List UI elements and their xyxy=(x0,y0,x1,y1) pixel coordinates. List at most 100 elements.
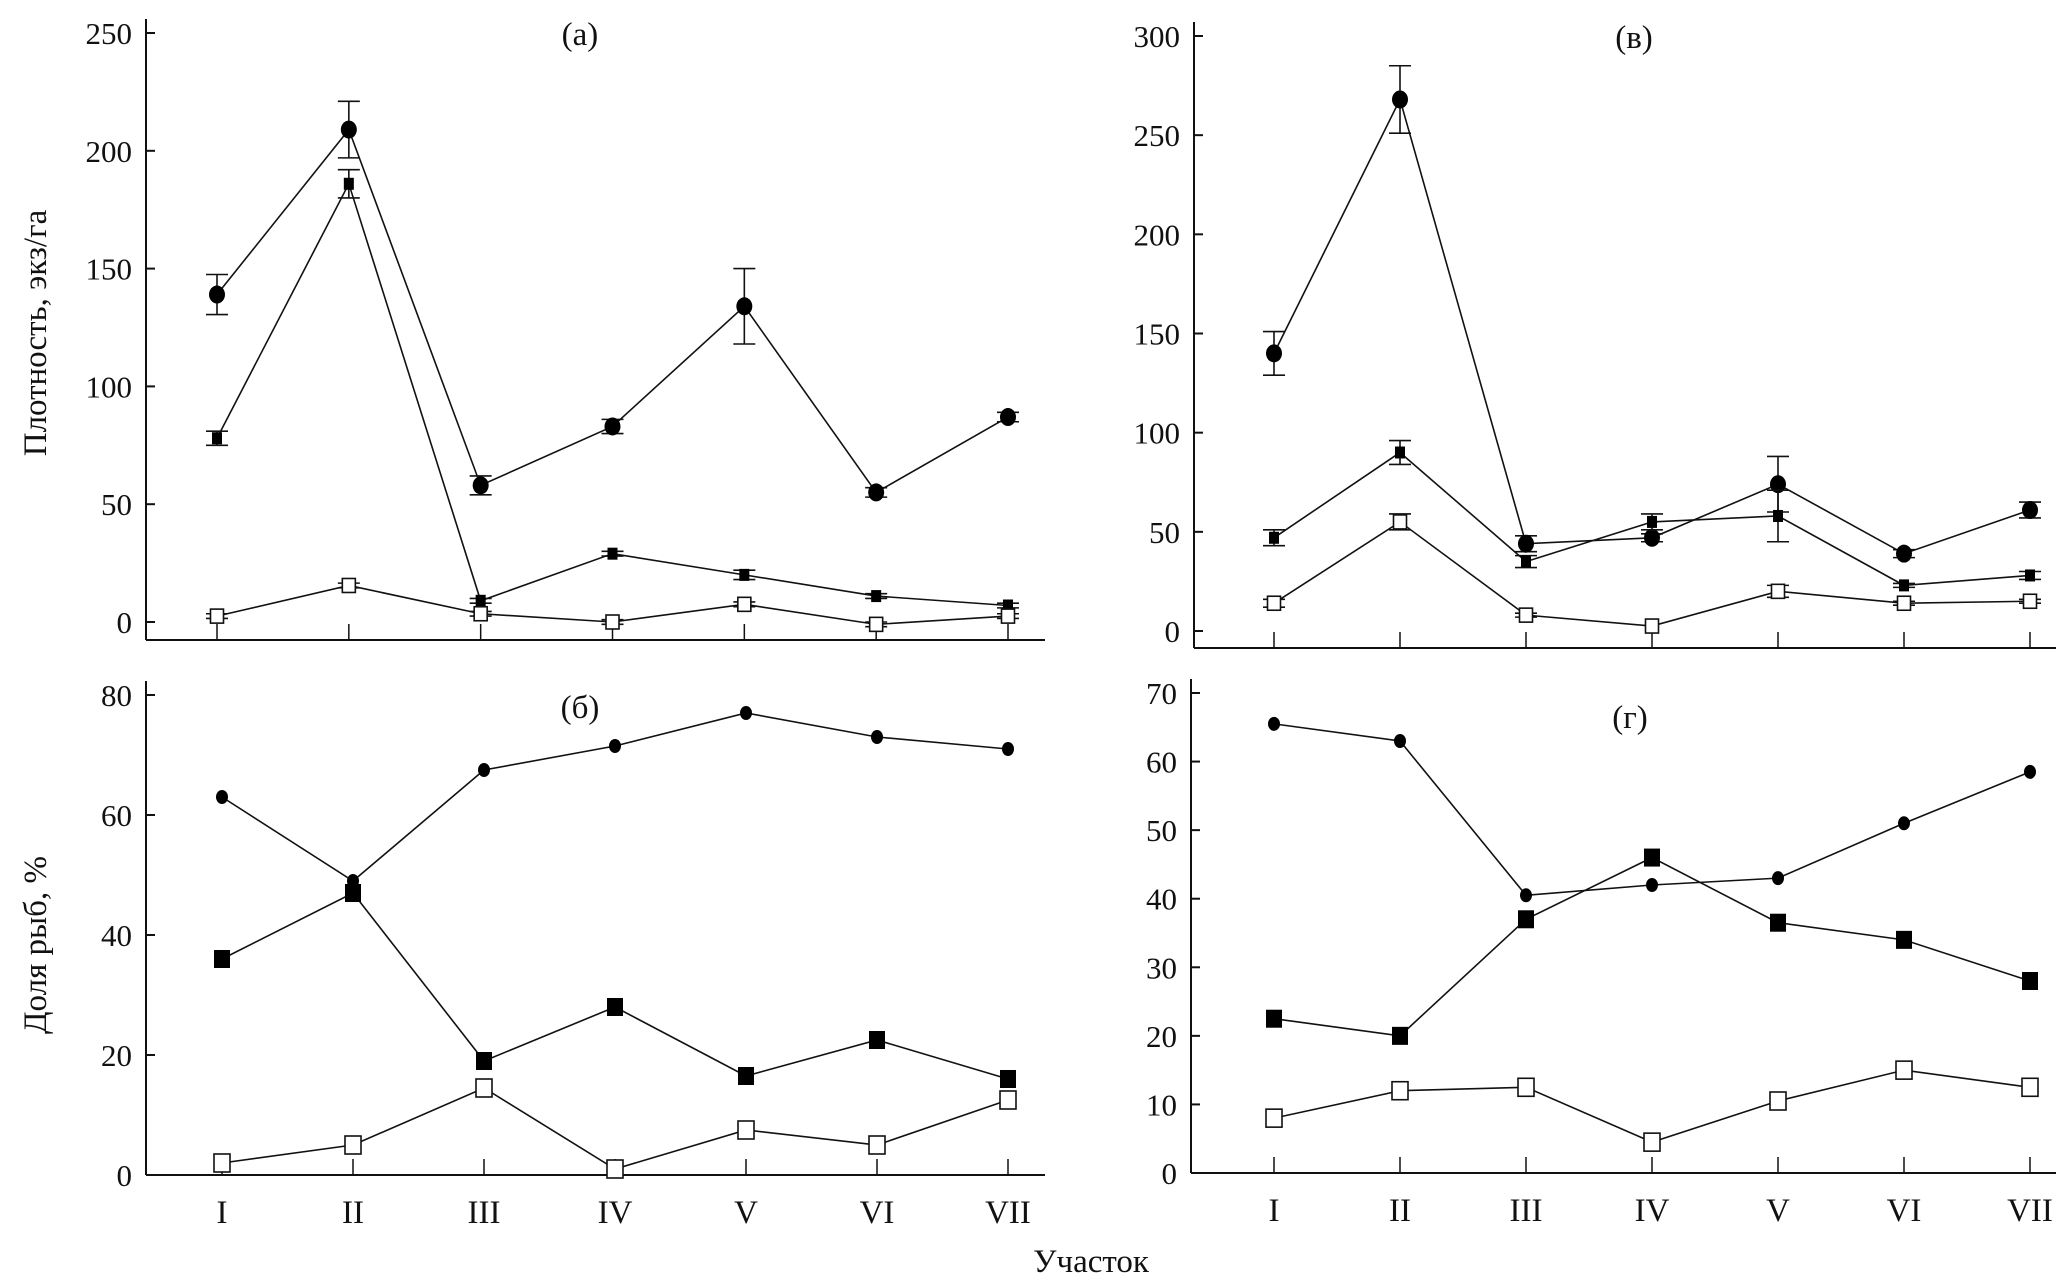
series-line-filled-circle xyxy=(216,127,1009,494)
y-tick-label: 100 xyxy=(86,369,133,404)
data-point-open-square xyxy=(2021,1077,2039,1098)
y-tick-label: 50 xyxy=(1146,813,1177,848)
y-tick-label: 80 xyxy=(101,678,132,713)
y-tick-label: 40 xyxy=(101,918,132,953)
data-point-filled-circle xyxy=(216,790,228,804)
data-point-filled-circle xyxy=(1000,408,1016,427)
y-tick-label: 150 xyxy=(1134,317,1181,352)
data-point-filled-circle xyxy=(1268,716,1280,731)
data-point-open-square xyxy=(1770,583,1786,600)
panel-v: 0 50 100 150 200 250 300 (в) xyxy=(1134,19,2056,649)
data-point-open-square xyxy=(1000,608,1016,624)
data-point-small-filled-square xyxy=(475,594,486,607)
data-point-small-filled-square xyxy=(343,177,354,190)
data-point-open-square xyxy=(341,577,357,594)
x-tick-label: III xyxy=(468,1195,501,1231)
data-point-small-filled-square xyxy=(1395,446,1405,459)
data-point-filled-square xyxy=(1896,930,1912,949)
data-point-open-square xyxy=(209,608,225,624)
data-point-open-square xyxy=(344,1135,362,1155)
data-point-small-filled-square xyxy=(1773,509,1783,522)
data-point-filled-circle xyxy=(871,730,883,744)
y-tick-label: 250 xyxy=(1134,118,1181,153)
data-point-open-square xyxy=(737,1120,755,1140)
data-point-filled-circle xyxy=(1772,871,1784,886)
data-point-filled-circle xyxy=(2022,501,2038,520)
y-tick-label: 30 xyxy=(1146,950,1177,985)
x-tick-label: V xyxy=(1766,1193,1790,1229)
x-tick-label: V xyxy=(734,1195,758,1231)
data-point-filled-square xyxy=(345,884,361,902)
data-point-open-square xyxy=(1266,595,1282,612)
series-line-open-square xyxy=(1273,1069,2031,1143)
data-point-filled-circle xyxy=(1394,734,1406,748)
data-point-filled-square xyxy=(1266,1009,1282,1028)
data-point-filled-square xyxy=(1770,913,1786,932)
x-tick-label: VII xyxy=(2007,1193,2053,1229)
x-tick-label: IV xyxy=(598,1195,633,1231)
data-point-filled-circle xyxy=(1002,742,1014,756)
y-tick-label: 0 xyxy=(117,1158,133,1193)
data-point-filled-square xyxy=(1392,1026,1408,1045)
data-point-filled-circle xyxy=(1392,90,1408,109)
data-point-filled-circle xyxy=(609,739,621,753)
data-point-open-square xyxy=(737,596,752,613)
x-tick-label: IV xyxy=(1635,1193,1670,1229)
data-point-filled-circle xyxy=(604,417,621,436)
data-point-filled-circle xyxy=(2024,764,2036,779)
data-point-filled-circle xyxy=(209,285,225,304)
data-point-filled-square xyxy=(869,1031,885,1049)
series-line-filled-circle xyxy=(221,712,1009,882)
y-tick-label: 10 xyxy=(1146,1087,1177,1122)
data-point-filled-square xyxy=(738,1067,754,1085)
data-point-filled-circle xyxy=(478,763,490,777)
panel-title: (в) xyxy=(1615,20,1653,56)
data-point-small-filled-square xyxy=(1269,531,1279,544)
data-point-small-filled-square xyxy=(739,568,750,581)
series-line-filled-square xyxy=(221,891,1009,1080)
x-tick-label: I xyxy=(217,1195,228,1231)
data-point-filled-circle xyxy=(1646,878,1658,892)
panel-title: (б) xyxy=(561,690,600,726)
data-point-open-square xyxy=(1769,1091,1787,1111)
x-tick-label: II xyxy=(342,1195,364,1231)
y-tick-label: 100 xyxy=(1134,416,1181,451)
panel-title: (а) xyxy=(562,17,599,53)
series-line-filled-circle xyxy=(1273,97,2031,555)
data-point-open-square xyxy=(1517,1077,1535,1098)
data-point-small-filled-square xyxy=(1647,515,1657,528)
y-tick-label: 0 xyxy=(117,605,133,640)
data-point-filled-square xyxy=(214,950,230,968)
y-tick-label: 0 xyxy=(1165,614,1181,649)
data-point-filled-circle xyxy=(736,297,753,316)
y-tick-label: 60 xyxy=(1146,745,1177,780)
data-point-filled-circle xyxy=(1644,528,1660,547)
data-point-filled-circle xyxy=(740,706,752,720)
data-point-open-square xyxy=(1643,1132,1661,1152)
data-point-filled-circle xyxy=(1266,344,1282,363)
data-point-filled-square xyxy=(607,998,623,1016)
data-point-filled-circle xyxy=(1898,816,1910,831)
data-point-open-square xyxy=(1391,1080,1409,1101)
data-point-open-square xyxy=(1265,1108,1283,1128)
data-point-open-square xyxy=(1392,514,1408,530)
data-point-filled-circle xyxy=(1896,544,1912,563)
data-point-filled-circle xyxy=(1770,475,1786,494)
data-point-open-square xyxy=(868,1135,886,1155)
data-point-filled-circle xyxy=(1520,888,1532,903)
data-point-open-square xyxy=(473,605,488,622)
y-tick-label: 300 xyxy=(1134,19,1181,54)
data-point-open-square xyxy=(999,1090,1017,1110)
series-line-filled-circle xyxy=(1273,723,2031,897)
y-tick-label: 150 xyxy=(86,252,133,287)
data-point-filled-square xyxy=(1518,910,1534,929)
data-point-open-square xyxy=(605,614,620,630)
y-tick-label: 60 xyxy=(101,798,132,833)
y-tick-label: 250 xyxy=(86,16,133,51)
data-point-filled-circle xyxy=(472,476,489,495)
y-axis-label-share: Доля рыб, % xyxy=(18,856,54,1034)
data-point-open-square xyxy=(1895,1060,1913,1080)
y-tick-label: 200 xyxy=(86,134,133,169)
y-tick-label: 50 xyxy=(101,487,132,522)
